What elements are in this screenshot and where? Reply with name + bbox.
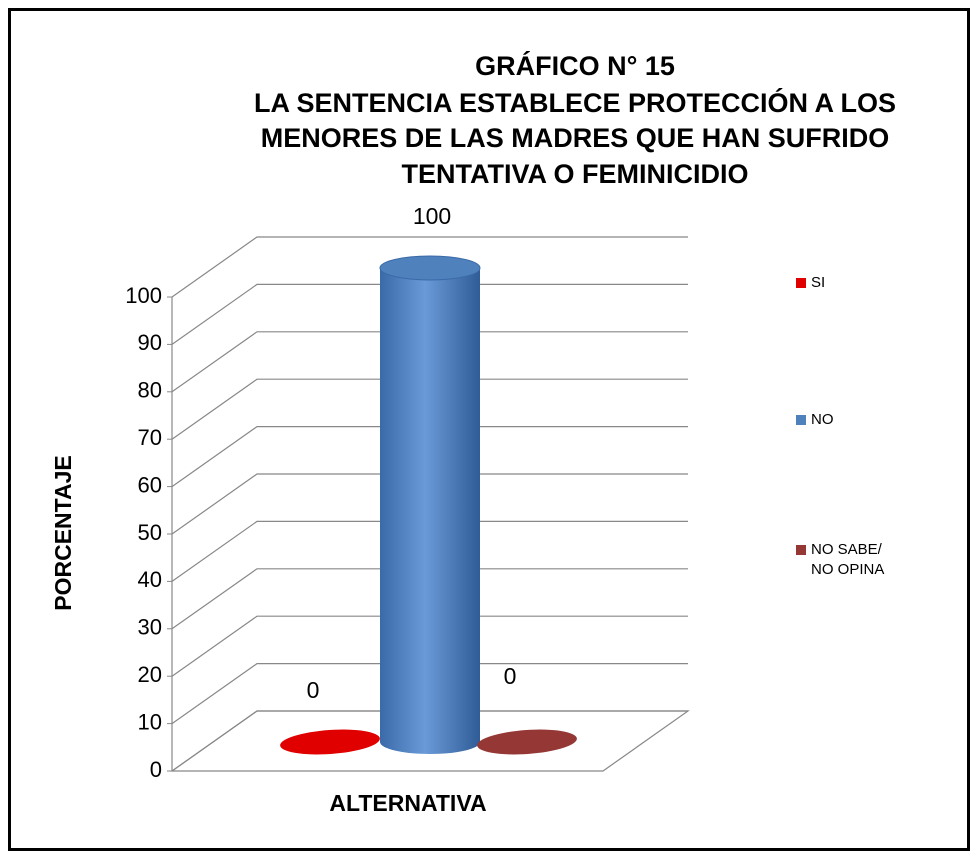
- bar: [379, 255, 481, 754]
- grid-line: [171, 331, 688, 393]
- y-tick-label: 50: [138, 520, 162, 545]
- grid-line: [171, 615, 688, 677]
- title-line: MENORES DE LAS MADRES QUE HAN SUFRIDO: [261, 123, 890, 153]
- grid-line: [171, 426, 688, 488]
- y-tick-label: 60: [138, 472, 162, 497]
- grid-line: [171, 473, 688, 535]
- bar-body: [380, 268, 480, 754]
- data-label: 100: [413, 203, 451, 229]
- y-tick-label: 80: [138, 378, 162, 403]
- y-axis-title: PORCENTAJE: [50, 455, 76, 611]
- title: GRÁFICO N° 15 LA SENTENCIA ESTABLECE PRO…: [254, 50, 896, 189]
- bar-base: [477, 729, 577, 755]
- title-line: TENTATIVA O FEMINICIDIO: [402, 159, 749, 189]
- y-tick-label: 10: [138, 709, 162, 734]
- frame: [8, 8, 970, 851]
- legend-swatch: [796, 415, 806, 425]
- y-tick-label: 20: [138, 662, 162, 687]
- data-label: 0: [307, 677, 320, 703]
- title-line: GRÁFICO N° 15: [475, 50, 675, 81]
- grid-line: [171, 520, 688, 582]
- legend-label: NO: [811, 411, 834, 428]
- bar: [280, 729, 380, 755]
- x-axis-title: ALTERNATIVA: [329, 790, 486, 816]
- y-tick-label: 100: [125, 283, 162, 308]
- grid-line: [171, 283, 688, 345]
- y-tick-label: 70: [138, 425, 162, 450]
- y-tick-label: 90: [138, 330, 162, 355]
- legend-label: NO SABE/NO OPINA: [811, 541, 884, 578]
- y-tick-label: 30: [138, 615, 162, 640]
- grid-line: [171, 662, 688, 725]
- legend-swatch: [796, 545, 806, 555]
- data-label: 0: [504, 663, 517, 689]
- bar-base: [280, 729, 380, 755]
- grid-line: [171, 568, 688, 630]
- grid-line: [171, 236, 688, 298]
- bar-top: [379, 255, 481, 281]
- y-tick-label: 0: [150, 757, 162, 782]
- bar: [477, 729, 577, 755]
- legend-swatch: [796, 278, 806, 288]
- legend-label: SI: [811, 274, 825, 291]
- y-tick-label: 40: [138, 567, 162, 592]
- grid-line: [171, 378, 688, 440]
- title-line: LA SENTENCIA ESTABLECE PROTECCIÓN A LOS: [254, 87, 896, 118]
- grid-line: [171, 710, 688, 772]
